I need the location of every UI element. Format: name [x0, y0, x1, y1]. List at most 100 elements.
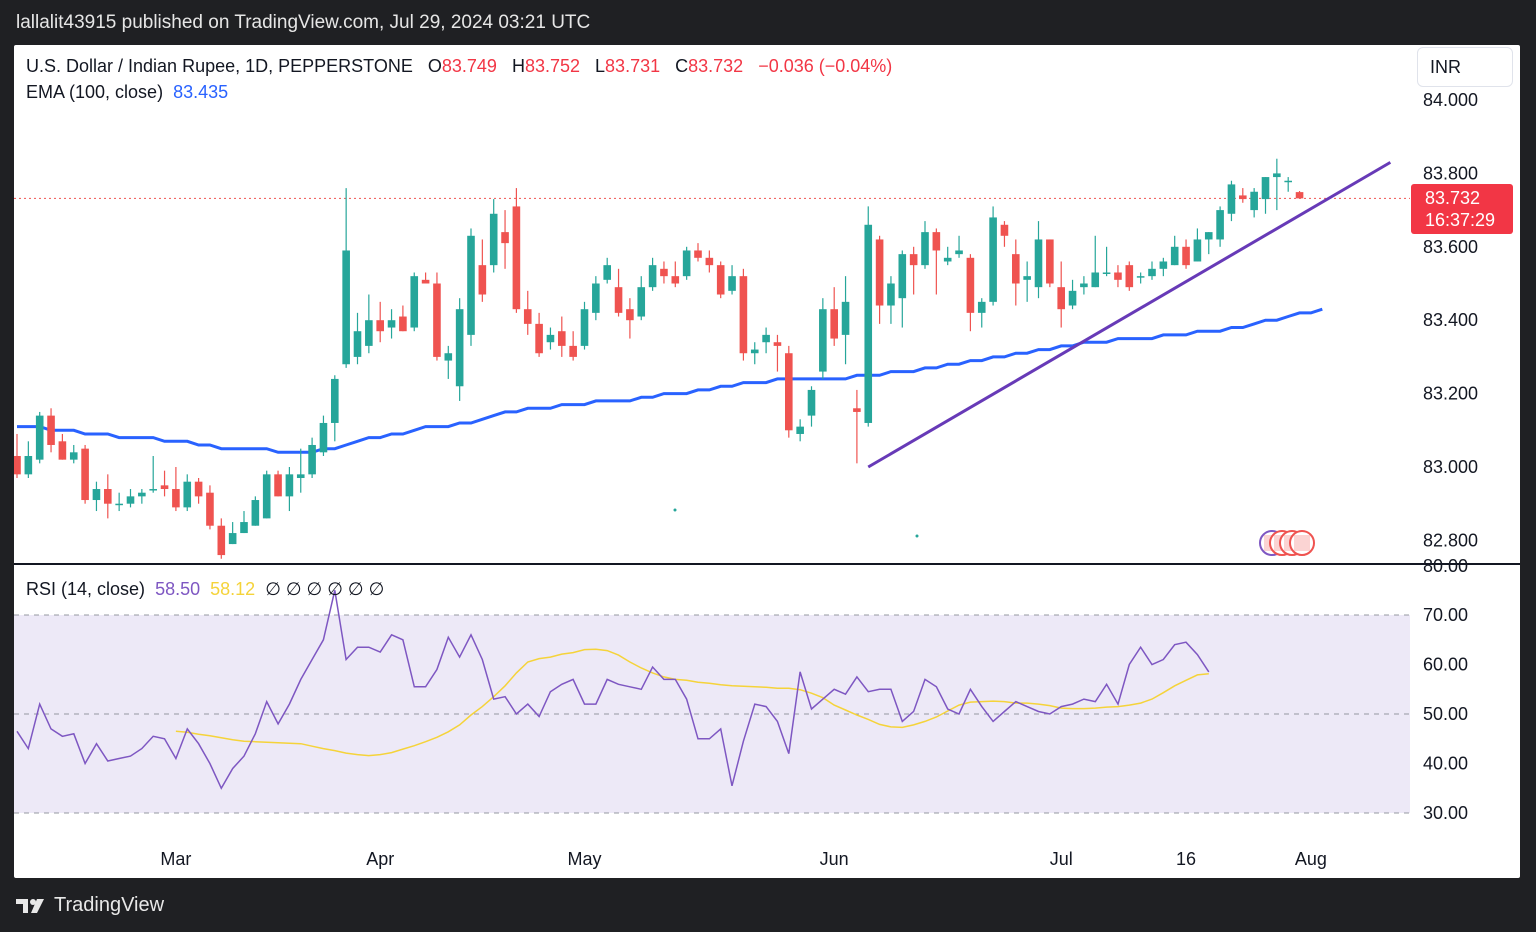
candle-body [1023, 276, 1031, 280]
candle-body [773, 342, 782, 346]
candle-body [1000, 224, 1009, 236]
candle-body [240, 522, 248, 534]
candle-body [296, 474, 305, 479]
symbol-name[interactable]: U.S. Dollar / Indian Rupee, 1D, PEPPERST… [26, 56, 413, 76]
candle-body [274, 474, 282, 497]
high-label: H [511, 56, 525, 76]
candle-body [512, 206, 521, 310]
candle-body [410, 276, 419, 328]
candle-body [819, 309, 827, 372]
ema-100-line [17, 307, 1323, 454]
candle-body [1125, 265, 1134, 288]
candle-body [1102, 272, 1111, 274]
candle-body [308, 444, 316, 475]
candle-body [1136, 276, 1145, 278]
candle-body [546, 334, 555, 343]
rsi-legend[interactable]: RSI (14, close) 58.50 58.12 ∅ ∅ ∅ ∅ ∅ ∅ [26, 579, 384, 600]
candle-body [126, 496, 135, 504]
candle-body [977, 301, 986, 313]
candle-body [69, 452, 78, 460]
time-tick-label: May [567, 849, 601, 869]
candle-body [671, 276, 680, 284]
rsi-line [16, 590, 1210, 790]
tradingview-brand[interactable]: TradingView [16, 894, 164, 917]
brand-name: TradingView [54, 894, 165, 916]
ema-legend[interactable]: EMA (100, close) 83.435 [26, 82, 228, 103]
candle-body [81, 448, 89, 501]
rsi-tick-label: 30.00 [1423, 803, 1468, 823]
candle-body [705, 257, 714, 266]
candle-body [580, 309, 589, 346]
price-tick-label: 83.800 [1423, 163, 1478, 183]
candle-body [853, 408, 861, 412]
rsi-extra-values: ∅ ∅ ∅ ∅ ∅ ∅ [265, 579, 385, 599]
rsi-tick-label: 50.00 [1423, 704, 1468, 724]
candle-body [331, 378, 339, 423]
last-price-value: 83.732 [1425, 188, 1481, 208]
candle-body [875, 239, 884, 306]
candle-body [716, 265, 725, 295]
price-tick-label: 84.000 [1423, 90, 1478, 110]
currency-button[interactable]: INR [1417, 47, 1513, 87]
candle-body [614, 287, 623, 313]
candle-body [35, 415, 44, 460]
candle-body [1057, 287, 1065, 310]
candle-body [1170, 246, 1179, 266]
rsi-tick-label: 60.00 [1423, 655, 1468, 675]
candle-body [841, 301, 850, 335]
candle-body [160, 485, 169, 490]
candle-body [943, 257, 952, 262]
candle-body [489, 213, 498, 266]
us-flag-icon-stripes [1294, 535, 1310, 551]
candle-body [966, 257, 975, 313]
rsi-tick-label: 80.00 [1423, 556, 1468, 576]
rsi-ma-line [175, 648, 1209, 757]
candle-body [1182, 246, 1190, 266]
candle-body [1193, 239, 1202, 262]
chart-panel[interactable]: 84.000 83.800 83.600 83.400 83.200 83.000 82.8… [14, 45, 1520, 878]
candle-body [1261, 177, 1270, 200]
candle-body [909, 254, 918, 266]
candle-body [750, 349, 759, 354]
time-tick-label: Mar [160, 849, 191, 869]
candle-body [1148, 268, 1156, 277]
candle-body [955, 250, 963, 255]
candle-body [1284, 180, 1292, 183]
candle-body [285, 474, 294, 497]
rsi-tick-label: 40.00 [1423, 754, 1468, 774]
candle-body [1295, 192, 1304, 199]
candle-body [24, 455, 33, 475]
candle-body [433, 283, 441, 357]
candle-body [1080, 283, 1088, 288]
candle-body [921, 232, 929, 266]
candle-body [115, 503, 123, 506]
candle-body [660, 268, 668, 277]
candle-body [830, 309, 838, 339]
publisher-header: lallalit43915 published on TradingView.c… [0, 0, 1536, 46]
candle-body [138, 492, 146, 497]
tradingview-logo-icon [16, 898, 44, 913]
candle-body [353, 331, 362, 357]
candle-body [762, 334, 770, 343]
price-tick-label: 82.800 [1423, 530, 1478, 550]
candle-body [603, 265, 611, 280]
change-value: −0.036 (−0.04%) [758, 56, 893, 76]
candle-body [637, 287, 646, 317]
candle-body [376, 320, 384, 332]
us-flag-event-icon [1289, 530, 1315, 556]
candle-body [523, 309, 532, 324]
rsi-label: RSI (14, close) [26, 579, 146, 599]
candle-body [898, 254, 907, 299]
candle-body [569, 345, 577, 357]
candle-body [14, 455, 21, 475]
candle-body [206, 492, 214, 526]
chart-canvas[interactable]: 84.000 83.800 83.600 83.400 83.200 83.000 82.8… [14, 45, 1520, 878]
candle-body [342, 250, 350, 365]
candle-body [682, 250, 691, 277]
candle-body [592, 283, 600, 313]
open-value: 83.749 [441, 56, 497, 76]
candle-body [172, 489, 180, 508]
candle-body [1159, 261, 1168, 269]
price-tick-label: 83.400 [1423, 310, 1478, 330]
trendline [867, 161, 1392, 469]
